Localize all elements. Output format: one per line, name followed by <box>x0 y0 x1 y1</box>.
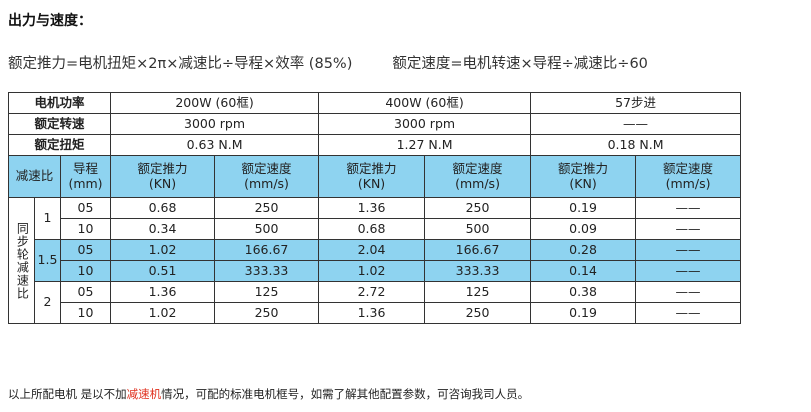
table-row: 1.5 05 1.02 166.67 2.04 166.67 0.28 —— <box>9 239 742 282</box>
thrust-200w-cell: 0.51 <box>110 260 216 282</box>
rated-speed-label: 额定转速 <box>7 113 112 135</box>
header-ratio: 减速比 <box>8 155 61 198</box>
thrust-formula: 额定推力=电机扭矩×2π×减速比÷导程×效率 (85%) <box>8 56 353 72</box>
rated-speed-400w: 3000 rpm <box>318 113 532 135</box>
table-row: 10 0.51 333.33 1.02 333.33 0.14 —— <box>9 260 742 282</box>
velocity-400w-cell: 500 <box>424 218 532 240</box>
header-lead: 导程 (mm) <box>59 155 112 198</box>
rated-torque-row: 额定扭矩 0.63 N.M 1.27 N.M 0.18 N.M <box>7 134 742 156</box>
header-thrust-200w: 额定推力 (KN) <box>110 155 216 198</box>
lead-cell: 05 <box>59 239 112 261</box>
velocity-400w-cell: 166.67 <box>424 239 532 261</box>
thrust-200w-cell: 1.02 <box>110 239 216 261</box>
motor-power-400w: 400W (60框) <box>318 92 532 114</box>
thrust-200w-cell: 1.02 <box>110 302 216 324</box>
thrust-200w-cell: 1.36 <box>110 281 216 303</box>
note-highlight: 减速机 <box>126 387 162 401</box>
velocity-400w-cell: 333.33 <box>424 260 532 282</box>
header-velocity-57stepper: 额定速度 (mm/s) <box>635 155 742 198</box>
header-velocity-200w: 额定速度 (mm/s) <box>214 155 320 198</box>
thrust-57stepper-cell: 0.28 <box>530 239 637 261</box>
velocity-57stepper-cell: —— <box>635 218 742 240</box>
table-row: 10 1.02 250 1.36 250 0.19 —— <box>9 302 742 324</box>
thrust-400w-cell: 0.68 <box>318 218 426 240</box>
thrust-57stepper-cell: 0.38 <box>530 281 637 303</box>
column-header-row: 减速比 导程 (mm) 额定推力 (KN) 额定速度 (mm/s) 额定推力 (KN) … <box>8 155 742 198</box>
speed-formula: 额定速度=电机转速×导程÷减速比÷60 <box>392 56 648 72</box>
lead-cell: 05 <box>59 281 112 303</box>
rated-speed-200w: 3000 rpm <box>110 113 320 135</box>
data-body: 同步轮减速比 1 05 0.68 250 1.36 250 0.19 —— 10 0.34 500 0.… <box>8 197 742 324</box>
velocity-57stepper-cell: —— <box>635 260 742 282</box>
table-row: 10 0.34 500 0.68 500 0.09 —— <box>9 218 742 240</box>
note-after: 情况，可配的标准电机框号，如需了解其他配置参数，可咨询我司人员。 <box>161 387 530 401</box>
thrust-400w-cell: 1.36 <box>318 302 426 324</box>
lead-cell: 10 <box>59 302 112 324</box>
velocity-57stepper-cell: —— <box>635 239 742 261</box>
rated-torque-400w: 1.27 N.M <box>318 134 532 156</box>
velocity-57stepper-cell: —— <box>635 281 742 303</box>
velocity-57stepper-cell: —— <box>635 197 742 219</box>
thrust-57stepper-cell: 0.19 <box>530 197 637 219</box>
velocity-200w-cell: 250 <box>214 302 320 324</box>
rated-torque-label: 额定扭矩 <box>7 134 112 156</box>
footnote: 以上所配电机 是以不加减速机情况，可配的标准电机框号，如需了解其他配置参数，可咨… <box>8 386 529 402</box>
ratio-cell: 1.5 <box>34 239 61 282</box>
velocity-400w-cell: 250 <box>424 302 532 324</box>
velocity-200w-cell: 250 <box>214 197 320 219</box>
velocity-400w-cell: 250 <box>424 197 532 219</box>
table-row: 同步轮减速比 1 05 0.68 250 1.36 250 0.19 —— <box>8 197 742 324</box>
lead-cell: 10 <box>59 218 112 240</box>
rated-speed-row: 额定转速 3000 rpm 3000 rpm —— <box>7 113 742 135</box>
table-row: 2 05 1.36 125 2.72 125 0.38 —— <box>9 281 742 324</box>
side-label: 同步轮减速比 <box>8 197 35 324</box>
velocity-200w-cell: 125 <box>214 281 320 303</box>
velocity-200w-cell: 333.33 <box>214 260 320 282</box>
thrust-57stepper-cell: 0.19 <box>530 302 637 324</box>
thrust-400w-cell: 1.36 <box>318 197 426 219</box>
thrust-200w-cell: 0.34 <box>110 218 216 240</box>
thrust-200w-cell: 0.68 <box>110 197 216 219</box>
velocity-400w-cell: 125 <box>424 281 532 303</box>
rated-torque-57stepper: 0.18 N.M <box>530 134 742 156</box>
thrust-57stepper-cell: 0.14 <box>530 260 637 282</box>
motor-power-200w: 200W (60框) <box>110 92 320 114</box>
motor-power-row: 电机功率 200W (60框) 400W (60框) 57步进 <box>7 92 742 114</box>
motor-power-57stepper: 57步进 <box>530 92 742 114</box>
header-thrust-57stepper: 额定推力 (KN) <box>530 155 637 198</box>
motor-power-label: 电机功率 <box>7 92 112 114</box>
rated-speed-57stepper: —— <box>530 113 742 135</box>
spec-table: 电机功率 200W (60框) 400W (60框) 57步进 额定转速 300… <box>7 92 742 324</box>
thrust-400w-cell: 2.72 <box>318 281 426 303</box>
velocity-57stepper-cell: —— <box>635 302 742 324</box>
thrust-400w-cell: 2.04 <box>318 239 426 261</box>
thrust-57stepper-cell: 0.09 <box>530 218 637 240</box>
velocity-200w-cell: 500 <box>214 218 320 240</box>
velocity-200w-cell: 166.67 <box>214 239 320 261</box>
note-before: 以上所配电机 是以不加 <box>8 387 127 401</box>
rated-torque-200w: 0.63 N.M <box>110 134 320 156</box>
lead-cell: 10 <box>59 260 112 282</box>
formula-line: 额定推力=电机扭矩×2π×减速比÷导程×效率 (85%) 额定速度=电机转速×导程… <box>8 52 648 73</box>
header-thrust-400w: 额定推力 (KN) <box>318 155 426 198</box>
lead-cell: 05 <box>59 197 112 219</box>
header-velocity-400w: 额定速度 (mm/s) <box>424 155 532 198</box>
thrust-400w-cell: 1.02 <box>318 260 426 282</box>
ratio-cell: 2 <box>34 281 61 324</box>
ratio-cell: 1 <box>34 197 61 240</box>
section-title: 出力与速度： <box>8 13 92 29</box>
